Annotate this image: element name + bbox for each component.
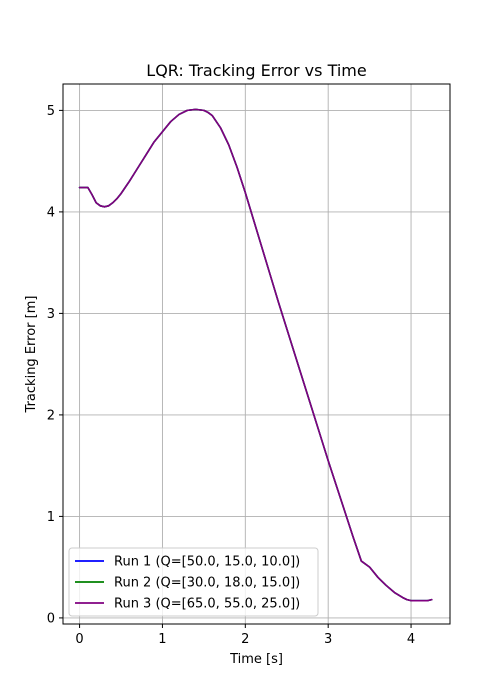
legend: Run 1 (Q=[50.0, 15.0, 10.0]) Run 2 (Q=[30… xyxy=(68,547,319,617)
x-axis-label: Time [s] xyxy=(229,652,283,667)
legend-label-run-2: Run 2 (Q=[30.0, 18.0, 15.0]) xyxy=(114,576,300,591)
y-tick-label: 1 xyxy=(47,510,55,525)
plot-area-frame xyxy=(62,83,451,625)
y-tick-label: 4 xyxy=(47,205,55,220)
legend-label-run-3: Run 3 (Q=[65.0, 55.0, 25.0]) xyxy=(114,597,300,612)
x-tick-label: 4 xyxy=(407,632,415,647)
x-tick-label: 0 xyxy=(75,632,83,647)
legend-box xyxy=(68,547,319,617)
ticks: 0 1 2 3 4 0 1 2 3 4 5 xyxy=(47,104,415,647)
y-axis-label: Tracking Error [m] xyxy=(24,296,39,414)
x-tick-label: 3 xyxy=(324,632,332,647)
y-tick-label: 0 xyxy=(47,611,55,626)
y-tick-label: 2 xyxy=(47,408,55,423)
y-tick-label: 5 xyxy=(47,104,55,119)
series-line-run-3 xyxy=(78,108,433,602)
x-tick-label: 2 xyxy=(241,632,249,647)
chart-title: LQR: Tracking Error vs Time xyxy=(146,61,366,80)
y-tick-label: 3 xyxy=(47,307,55,322)
legend-label-run-1: Run 1 (Q=[50.0, 15.0, 10.0]) xyxy=(114,555,300,570)
x-tick-label: 1 xyxy=(158,632,166,647)
series-lines xyxy=(78,108,433,602)
grid xyxy=(63,84,450,624)
